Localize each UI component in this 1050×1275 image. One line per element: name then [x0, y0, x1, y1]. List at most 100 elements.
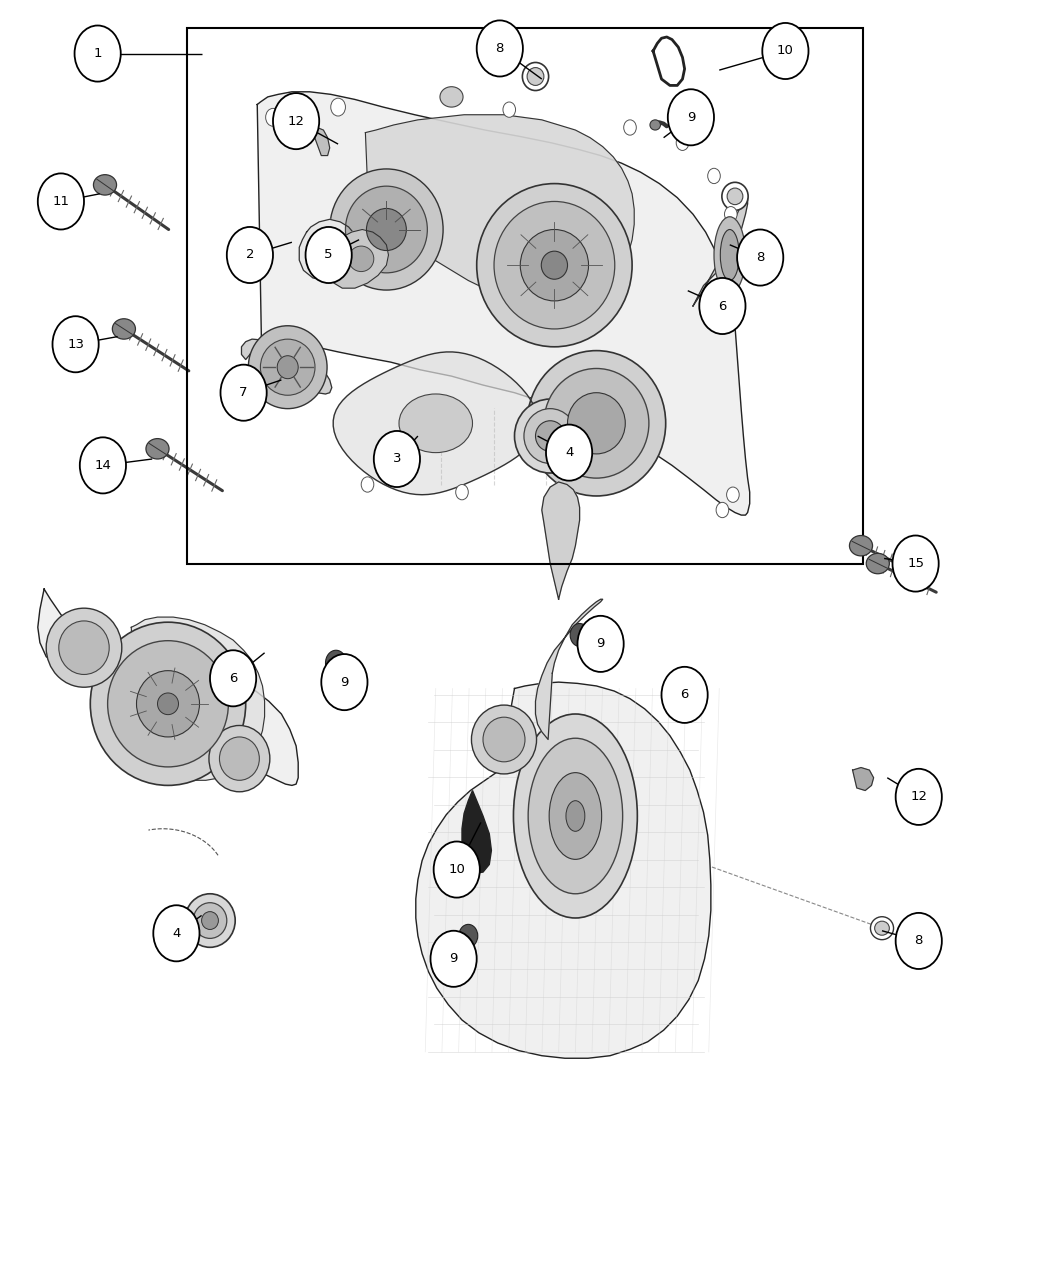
Text: 14: 14: [94, 459, 111, 472]
Text: 12: 12: [910, 790, 927, 803]
Ellipse shape: [219, 737, 259, 780]
Polygon shape: [242, 339, 332, 394]
Circle shape: [52, 316, 99, 372]
Circle shape: [75, 26, 121, 82]
Text: 4: 4: [172, 927, 181, 940]
Circle shape: [220, 365, 267, 421]
Polygon shape: [313, 128, 330, 156]
Text: 6: 6: [229, 672, 237, 685]
Circle shape: [699, 278, 746, 334]
Text: 12: 12: [288, 115, 304, 128]
Circle shape: [896, 913, 942, 969]
Polygon shape: [536, 599, 603, 740]
Ellipse shape: [714, 217, 745, 293]
Circle shape: [762, 23, 808, 79]
Ellipse shape: [277, 356, 298, 379]
Polygon shape: [331, 230, 388, 288]
Ellipse shape: [260, 339, 315, 395]
Ellipse shape: [494, 201, 615, 329]
Polygon shape: [131, 617, 265, 780]
Text: 10: 10: [448, 863, 465, 876]
Ellipse shape: [527, 351, 666, 496]
Circle shape: [266, 108, 280, 126]
Ellipse shape: [158, 694, 179, 714]
Ellipse shape: [112, 319, 135, 339]
Circle shape: [374, 431, 420, 487]
Text: 8: 8: [756, 251, 764, 264]
Circle shape: [326, 650, 346, 676]
Ellipse shape: [440, 87, 463, 107]
Circle shape: [227, 227, 273, 283]
Circle shape: [361, 477, 374, 492]
Polygon shape: [38, 589, 298, 785]
Ellipse shape: [249, 326, 328, 409]
Ellipse shape: [185, 894, 235, 947]
Circle shape: [273, 93, 319, 149]
Ellipse shape: [722, 182, 748, 210]
Ellipse shape: [146, 439, 169, 459]
Circle shape: [459, 924, 478, 947]
Polygon shape: [693, 198, 748, 306]
Circle shape: [676, 135, 689, 150]
Circle shape: [668, 89, 714, 145]
Ellipse shape: [527, 68, 544, 85]
Polygon shape: [333, 352, 539, 495]
Ellipse shape: [202, 912, 218, 929]
Ellipse shape: [528, 738, 623, 894]
Ellipse shape: [567, 393, 626, 454]
Ellipse shape: [46, 608, 122, 687]
Ellipse shape: [330, 170, 443, 291]
Ellipse shape: [483, 717, 525, 762]
Polygon shape: [365, 115, 634, 306]
Circle shape: [570, 623, 589, 646]
Text: 13: 13: [67, 338, 84, 351]
Circle shape: [456, 484, 468, 500]
Ellipse shape: [514, 399, 586, 473]
Ellipse shape: [513, 714, 637, 918]
Polygon shape: [542, 482, 580, 599]
Text: 8: 8: [915, 935, 923, 947]
Ellipse shape: [90, 622, 246, 785]
Text: 10: 10: [777, 45, 794, 57]
Ellipse shape: [542, 251, 567, 279]
Ellipse shape: [849, 536, 873, 556]
Circle shape: [708, 168, 720, 184]
Polygon shape: [257, 92, 750, 515]
Text: 9: 9: [687, 111, 695, 124]
Circle shape: [331, 98, 345, 116]
Circle shape: [306, 227, 352, 283]
Text: 9: 9: [596, 638, 605, 650]
Text: 1: 1: [93, 47, 102, 60]
Circle shape: [716, 502, 729, 518]
Text: 9: 9: [340, 676, 349, 688]
Text: 2: 2: [246, 249, 254, 261]
Text: 7: 7: [239, 386, 248, 399]
Polygon shape: [299, 219, 359, 280]
Ellipse shape: [93, 175, 117, 195]
Ellipse shape: [471, 705, 537, 774]
Circle shape: [727, 487, 739, 502]
Ellipse shape: [549, 773, 602, 859]
Ellipse shape: [866, 553, 889, 574]
Text: 6: 6: [718, 300, 727, 312]
Circle shape: [892, 536, 939, 592]
Circle shape: [724, 207, 737, 222]
Ellipse shape: [521, 230, 589, 301]
Ellipse shape: [536, 421, 565, 451]
Circle shape: [737, 230, 783, 286]
Circle shape: [38, 173, 84, 230]
Ellipse shape: [209, 725, 270, 792]
Circle shape: [80, 437, 126, 493]
Ellipse shape: [193, 903, 227, 938]
Text: 6: 6: [680, 688, 689, 701]
Circle shape: [624, 120, 636, 135]
Ellipse shape: [59, 621, 109, 674]
Text: 5: 5: [324, 249, 333, 261]
Ellipse shape: [523, 62, 548, 91]
Text: 3: 3: [393, 453, 401, 465]
Circle shape: [578, 616, 624, 672]
Ellipse shape: [399, 394, 472, 453]
Circle shape: [896, 769, 942, 825]
Ellipse shape: [107, 640, 229, 766]
Ellipse shape: [870, 917, 894, 940]
